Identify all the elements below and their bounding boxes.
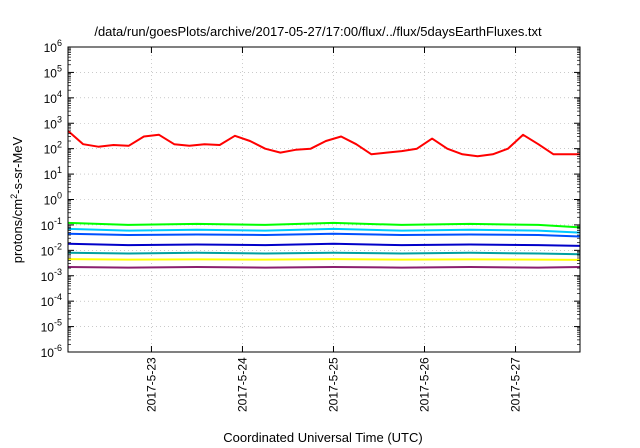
y-tick-label-exponent: -5 (54, 318, 62, 328)
series-line (67, 227, 581, 234)
y-axis-title-base: protons/cm (10, 199, 25, 263)
y-tick-label-base: 10 (41, 244, 55, 258)
y-tick-label-base: 10 (44, 143, 58, 157)
y-tick-label-exponent: -1 (54, 216, 62, 226)
y-tick-label-base: 10 (44, 117, 58, 131)
y-tick-label-exponent: 3 (57, 114, 62, 124)
y-tick-label: 103 (44, 114, 62, 131)
x-tick-label: 2017-5-27 (509, 357, 523, 412)
y-tick-label-exponent: -4 (54, 292, 62, 302)
y-axis-title: protons/cm2-s-sr-MeV (9, 136, 25, 263)
y-tick-label-exponent: 4 (57, 89, 62, 99)
y-tick-label-base: 10 (44, 168, 58, 182)
series-line (67, 221, 581, 229)
y-tick-label: 106 (44, 38, 62, 55)
chart-title: /data/run/goesPlots/archive/2017-05-27/1… (94, 24, 542, 39)
y-tick-label: 10-4 (41, 292, 62, 309)
series-line (67, 130, 580, 158)
x-tick-label: 2017-5-25 (326, 357, 340, 412)
y-tick-label-base: 10 (44, 41, 58, 55)
series-line (67, 266, 581, 269)
y-tick-label-base: 10 (41, 219, 55, 233)
y-tick-label: 104 (44, 89, 62, 106)
y-tick-label-exponent: 6 (57, 38, 62, 48)
grid-lines (68, 46, 580, 353)
y-tick-label: 10-5 (41, 318, 62, 335)
x-tick-label: 2017-5-24 (235, 357, 249, 412)
y-tick-label-base: 10 (41, 270, 55, 284)
y-tick-label-exponent: 0 (57, 191, 62, 201)
y-tick-label-base: 10 (44, 194, 58, 208)
y-tick-label-exponent: 1 (57, 165, 62, 175)
y-tick-label-exponent: -2 (54, 241, 62, 251)
x-axis-title: Coordinated Universal Time (UTC) (223, 430, 422, 445)
x-axis-ticks: 2017-5-23 2017-5-24 2017-5-25 2017-5-26 2017… (144, 47, 523, 412)
y-tick-label-exponent: 2 (57, 140, 62, 150)
series-line (67, 251, 581, 256)
y-tick-label-base: 10 (41, 295, 55, 309)
y-axis-title-rest: -s-sr-MeV (10, 136, 25, 193)
y-tick-label-base: 10 (44, 92, 58, 106)
y-tick-label: 105 (44, 63, 62, 80)
x-tick-label: 2017-5-26 (418, 357, 432, 412)
y-axis-ticks: 10-610-510-410-310-210-11001011021031041… (41, 38, 580, 360)
y-tick-label: 10-3 (41, 267, 62, 284)
y-tick-label-base: 10 (41, 346, 55, 360)
x-tick-label: 2017-5-23 (144, 357, 158, 412)
y-tick-label: 102 (44, 140, 62, 157)
y-axis-title-superscript: 2 (9, 194, 19, 199)
y-tick-label-exponent: -3 (54, 267, 62, 277)
y-tick-label: 10-6 (41, 343, 62, 360)
series-line (67, 258, 581, 261)
y-tick-label-exponent: 5 (57, 63, 62, 73)
y-tick-label: 100 (44, 191, 62, 208)
y-tick-label: 101 (44, 165, 62, 182)
y-tick-label: 10-1 (41, 216, 62, 233)
series-line (67, 232, 581, 238)
y-tick-label: 10-2 (41, 241, 62, 258)
y-tick-label-base: 10 (44, 66, 58, 80)
y-tick-label-exponent: -6 (54, 343, 62, 353)
y-tick-label-base: 10 (41, 321, 55, 335)
series-lines (67, 130, 581, 269)
series-line (67, 242, 581, 247)
